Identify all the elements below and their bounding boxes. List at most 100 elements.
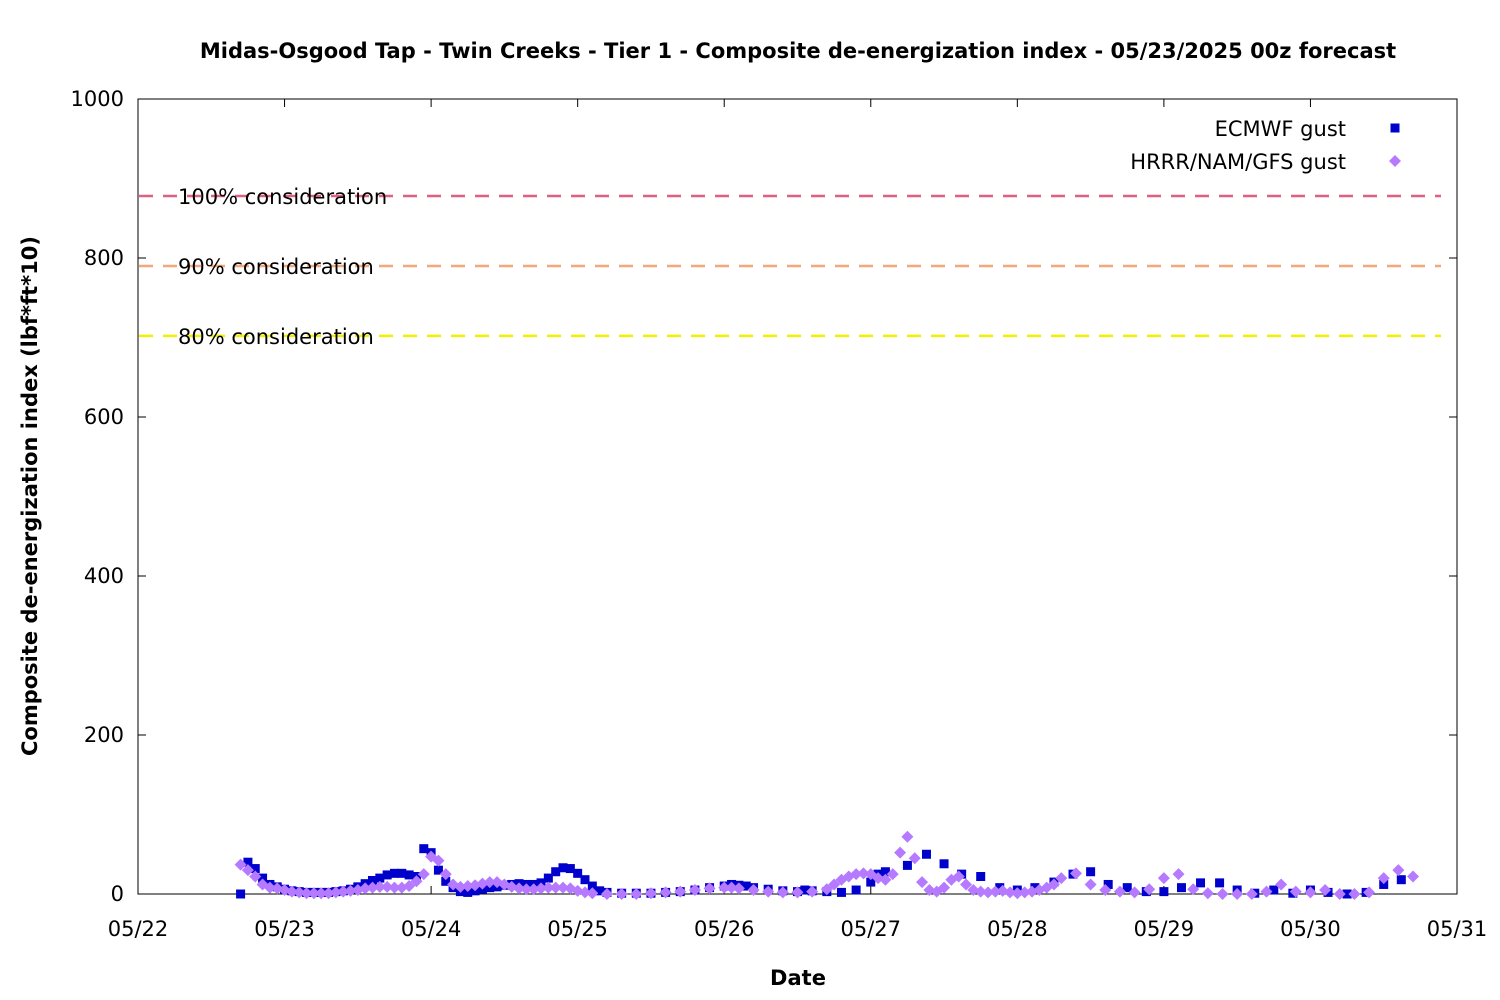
data-point <box>703 882 716 895</box>
data-point <box>404 870 414 880</box>
data-point <box>630 888 643 900</box>
data-point <box>974 885 987 898</box>
data-point <box>520 883 533 896</box>
data-point <box>776 886 789 899</box>
data-point <box>359 882 372 895</box>
data-series <box>234 830 1420 900</box>
data-point <box>1342 889 1352 899</box>
data-point <box>1122 883 1132 893</box>
data-point <box>1407 870 1420 883</box>
legend-marker <box>1390 123 1400 133</box>
data-point <box>1392 864 1405 877</box>
data-point <box>1128 886 1141 899</box>
data-point <box>549 881 562 894</box>
data-point <box>367 875 377 885</box>
data-point <box>938 881 951 894</box>
data-point <box>551 867 561 877</box>
data-point <box>557 881 570 894</box>
y-tick-label: 600 <box>84 405 124 429</box>
data-point <box>725 881 738 894</box>
data-point <box>417 868 430 881</box>
data-point <box>989 885 1002 898</box>
data-point <box>1377 872 1390 885</box>
data-point <box>894 846 907 859</box>
data-point <box>263 881 276 894</box>
data-point <box>373 880 386 893</box>
data-point <box>1396 875 1406 885</box>
data-point <box>382 870 392 880</box>
data-point <box>1304 886 1317 899</box>
data-point <box>236 889 246 899</box>
data-point <box>1176 883 1186 893</box>
data-point <box>836 887 846 897</box>
x-tick-label: 05/26 <box>694 917 755 941</box>
data-point <box>578 886 591 899</box>
data-point <box>344 884 357 897</box>
plot-area <box>137 98 1458 895</box>
data-point <box>806 885 819 898</box>
data-point <box>1018 886 1031 899</box>
data-point <box>454 880 467 893</box>
data-point <box>375 873 385 883</box>
data-point <box>1086 867 1096 877</box>
data-point <box>587 881 597 891</box>
x-tick-label: 05/25 <box>547 917 608 941</box>
data-point <box>982 886 995 899</box>
legend-marker <box>1389 155 1401 167</box>
y-tick-label: 800 <box>84 246 124 270</box>
data-point <box>1333 888 1346 900</box>
x-axis-label: Date <box>770 966 826 990</box>
data-point <box>1269 885 1279 895</box>
data-point <box>322 887 335 900</box>
data-point <box>879 873 892 886</box>
x-tick-label: 05/24 <box>401 917 462 941</box>
data-point <box>513 882 526 895</box>
data-point <box>1172 868 1185 881</box>
data-point <box>1201 887 1214 900</box>
reference-line-label: 80% consideration <box>178 325 374 349</box>
data-point <box>586 887 599 900</box>
data-point <box>800 885 810 895</box>
data-point <box>747 884 760 897</box>
data-point <box>1047 878 1060 891</box>
data-point <box>1113 885 1126 898</box>
data-point <box>403 880 416 893</box>
data-point <box>366 881 379 894</box>
data-point <box>952 870 965 883</box>
data-point <box>542 881 555 894</box>
data-point <box>1245 888 1258 900</box>
data-point <box>866 877 876 887</box>
x-tick-label: 05/23 <box>254 917 315 941</box>
data-point <box>901 830 914 843</box>
data-point <box>1030 883 1040 893</box>
y-tick-label: 200 <box>84 723 124 747</box>
y-axis-label: Composite de-energization index (lbf*ft*… <box>18 236 42 756</box>
data-point <box>243 857 253 867</box>
data-point <box>1289 885 1302 898</box>
data-point <box>659 886 672 899</box>
reference-line-label: 90% consideration <box>178 255 374 279</box>
data-point <box>908 852 921 865</box>
data-point <box>1319 884 1332 897</box>
data-point <box>791 886 804 899</box>
data-point <box>293 886 306 899</box>
chart-title: Midas-Osgood Tap - Twin Creeks - Tier 1 … <box>200 39 1396 63</box>
data-point <box>300 887 313 900</box>
data-point <box>1069 867 1082 880</box>
data-point <box>527 883 540 896</box>
data-point <box>1215 878 1225 888</box>
data-point <box>389 868 399 878</box>
data-point <box>565 864 575 874</box>
data-point <box>410 875 423 888</box>
data-point <box>1348 888 1361 900</box>
legend-label: HRRR/NAM/GFS gust <box>1130 150 1346 174</box>
data-point <box>258 873 268 883</box>
data-point <box>1196 878 1206 888</box>
data-point <box>939 859 949 869</box>
data-point <box>461 880 474 893</box>
data-point <box>1216 888 1229 900</box>
data-point <box>674 885 687 898</box>
data-point <box>285 885 298 898</box>
data-point <box>600 888 613 900</box>
